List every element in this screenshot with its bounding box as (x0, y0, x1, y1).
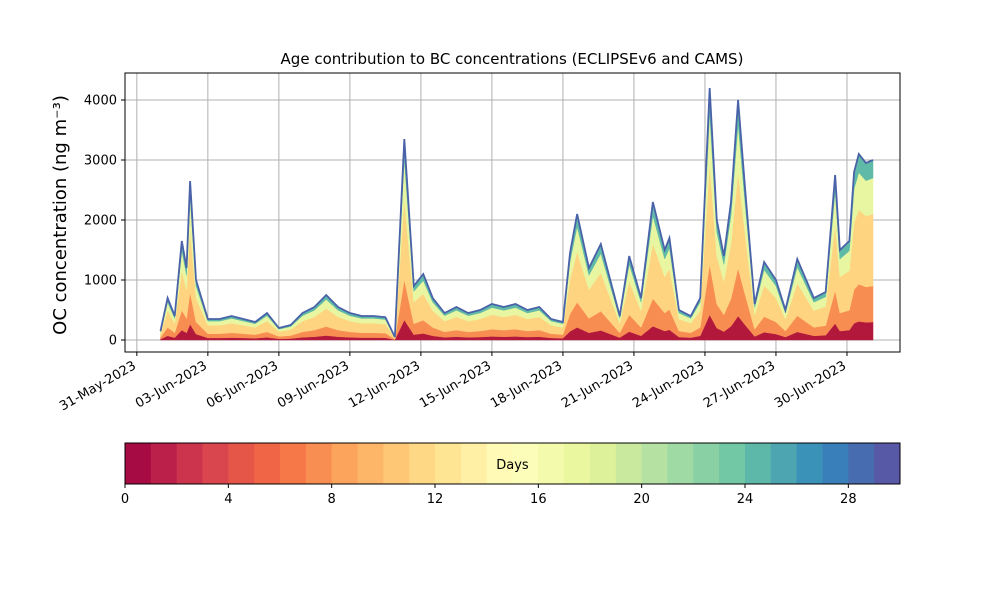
colorbar-bin (848, 443, 875, 484)
top-outline (159, 87, 874, 338)
colorbar-tick-label: 24 (737, 492, 754, 507)
y-tick-label: 4000 (84, 94, 117, 109)
colorbar-bin (486, 443, 513, 484)
colorbar-bin (874, 443, 901, 484)
colorbar-bin (460, 443, 488, 484)
colorbar-tick-label: 12 (427, 492, 444, 507)
colorbar-bin (280, 443, 307, 484)
colorbar-bin (667, 443, 694, 484)
colorbar-bin (745, 443, 772, 484)
colorbar-frame (124, 442, 901, 485)
colorbar-bin (125, 443, 152, 484)
y-tick-label: 2000 (84, 214, 117, 229)
colorbar-bin (693, 443, 720, 484)
colorbar-bin (176, 443, 203, 484)
colorbar-bin (409, 443, 436, 484)
colorbar-bin (305, 443, 333, 484)
colorbar-bin (719, 443, 746, 484)
colorbar-bin (228, 443, 255, 484)
y-axis-label: OC concentration (ng m⁻³) (50, 95, 71, 335)
y-tick-label: 1000 (84, 274, 117, 289)
colorbar-tick-label: 8 (328, 492, 336, 507)
colorbar-bin (770, 443, 798, 484)
colorbar-bin (150, 443, 178, 484)
colorbar-tick-label: 28 (840, 492, 857, 507)
chart-title: Age contribution to BC concentrations (E… (281, 50, 744, 68)
colorbar-bin (435, 443, 462, 484)
colorbar-bin (331, 443, 358, 484)
colorbar-bin (512, 443, 539, 484)
colorbar-bin (590, 443, 617, 484)
colorbar-bin (796, 443, 823, 484)
colorbar-bin (202, 443, 229, 484)
colorbar-bin (564, 443, 591, 484)
colorbar-bin (822, 443, 849, 484)
colorbar-bin (615, 443, 643, 484)
colorbar-tick-label: 20 (633, 492, 650, 507)
y-tick-label: 3000 (84, 154, 117, 169)
colorbar-label: Days (496, 458, 529, 473)
plot-frame (124, 72, 901, 353)
colorbar-tick-label: 0 (121, 492, 129, 507)
colorbar-bin (357, 443, 384, 484)
y-tick-label: 0 (109, 334, 117, 349)
colorbar-bin (538, 443, 565, 484)
colorbar-tick-label: 16 (530, 492, 547, 507)
colorbar-bin (254, 443, 281, 484)
colorbar-bin (383, 443, 410, 484)
colorbar-tick-label: 4 (224, 492, 232, 507)
colorbar-bin (641, 443, 668, 484)
